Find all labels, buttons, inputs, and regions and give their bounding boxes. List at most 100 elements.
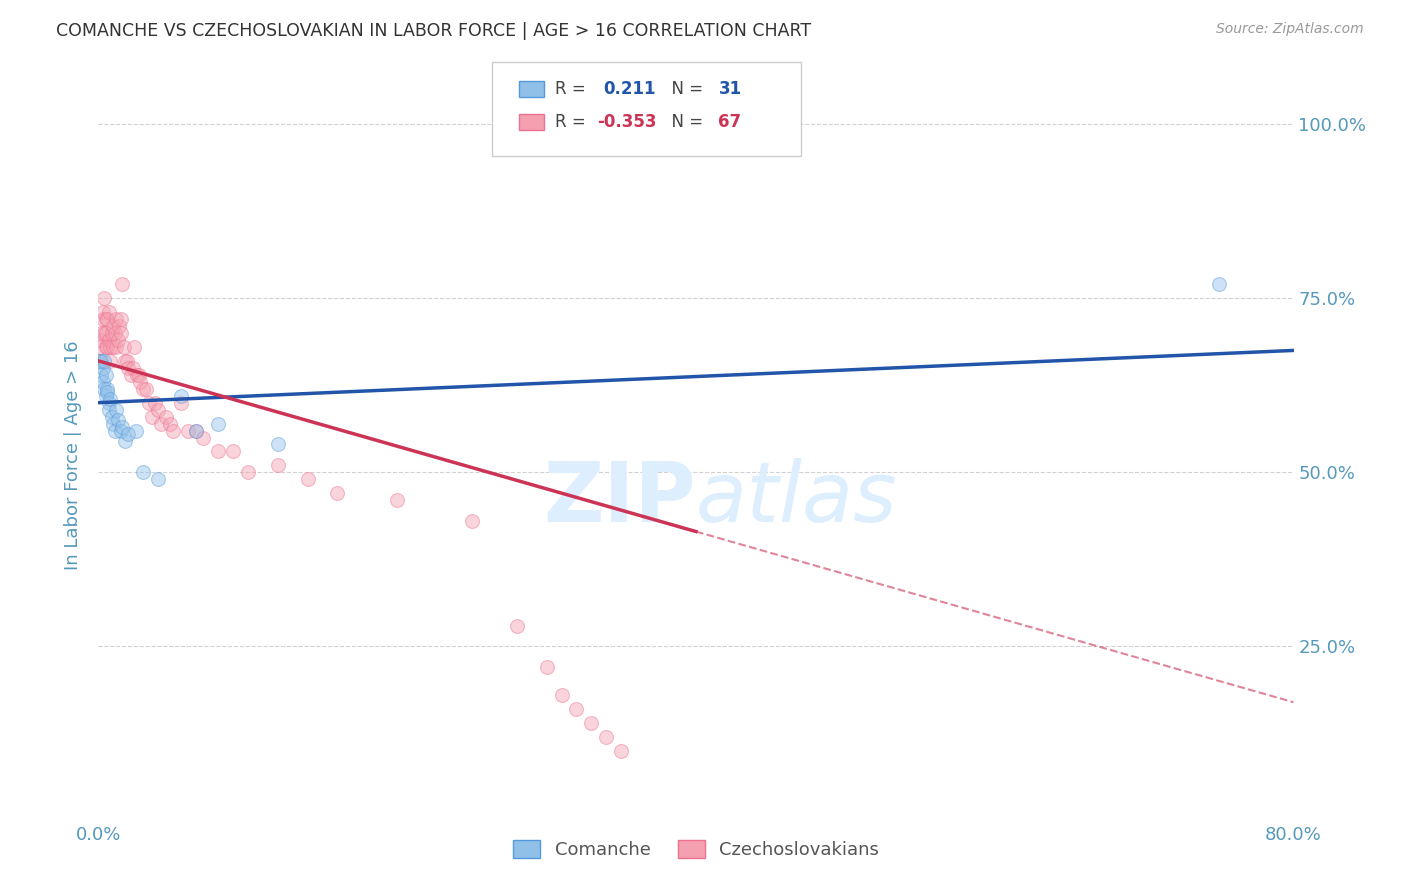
Point <box>117 360 139 375</box>
Legend: Comanche, Czechoslovakians: Comanche, Czechoslovakians <box>506 832 886 866</box>
Point <box>506 618 529 632</box>
Point <box>207 444 229 458</box>
Point <box>127 368 149 382</box>
Text: R =: R = <box>555 113 592 131</box>
Point <box>110 312 132 326</box>
Point <box>114 434 136 448</box>
Point <box>169 389 191 403</box>
Point <box>177 424 200 438</box>
Point <box>184 424 207 438</box>
Point <box>107 333 129 347</box>
Point <box>550 688 572 702</box>
Point <box>110 326 132 340</box>
Text: N =: N = <box>661 80 709 98</box>
Point <box>169 395 191 409</box>
Point <box>236 466 259 480</box>
Point <box>94 312 117 326</box>
Point <box>115 354 138 368</box>
Point <box>93 382 115 396</box>
Text: ZIP: ZIP <box>544 458 696 540</box>
Point <box>91 305 114 319</box>
Point <box>105 312 128 326</box>
Point <box>120 368 142 382</box>
Point <box>461 514 484 528</box>
Point <box>94 340 117 354</box>
Point <box>207 417 229 431</box>
Point <box>93 326 115 340</box>
Point <box>121 360 143 375</box>
Point <box>141 409 163 424</box>
Point <box>184 424 207 438</box>
Text: 67: 67 <box>718 113 741 131</box>
Point <box>104 326 127 340</box>
Point <box>385 493 409 508</box>
Text: N =: N = <box>661 113 709 131</box>
Point <box>104 424 127 438</box>
Point <box>148 472 170 486</box>
Point <box>89 354 111 368</box>
Point <box>111 277 134 292</box>
Point <box>222 444 245 458</box>
Point <box>267 437 290 451</box>
Point <box>91 375 114 389</box>
Point <box>98 340 122 354</box>
Point <box>90 368 112 382</box>
Point <box>117 427 139 442</box>
Point <box>132 466 155 480</box>
Text: 31: 31 <box>718 80 741 98</box>
Point <box>89 333 111 347</box>
Point <box>101 326 124 340</box>
Point <box>94 326 117 340</box>
Point <box>98 354 122 368</box>
Point <box>138 395 160 409</box>
Point <box>97 395 120 409</box>
Point <box>94 368 117 382</box>
Point <box>1208 277 1230 292</box>
Point <box>297 472 319 486</box>
Point <box>128 368 150 382</box>
Point <box>96 382 118 396</box>
Point <box>124 340 146 354</box>
Point <box>581 716 603 731</box>
Point <box>105 340 128 354</box>
Point <box>97 402 120 417</box>
Text: atlas: atlas <box>696 458 897 540</box>
Point <box>97 333 120 347</box>
Point <box>114 354 136 368</box>
Point <box>90 354 112 368</box>
Point <box>107 413 129 427</box>
Point <box>326 486 349 500</box>
Point <box>162 424 184 438</box>
Point <box>112 340 135 354</box>
Point <box>110 424 132 438</box>
Point <box>103 417 125 431</box>
Point <box>96 312 118 326</box>
Point <box>267 458 290 473</box>
Text: Source: ZipAtlas.com: Source: ZipAtlas.com <box>1216 22 1364 37</box>
Point <box>108 319 131 334</box>
Point <box>191 430 214 444</box>
Point <box>101 409 124 424</box>
Point <box>103 319 125 334</box>
Text: 0.211: 0.211 <box>603 80 655 98</box>
Point <box>111 420 134 434</box>
Point <box>143 395 166 409</box>
Point <box>536 660 558 674</box>
Point <box>91 312 114 326</box>
Point <box>155 409 177 424</box>
Point <box>610 744 633 758</box>
Text: R =: R = <box>555 80 592 98</box>
Point <box>129 375 152 389</box>
Point <box>90 326 112 340</box>
Point <box>96 340 118 354</box>
Point <box>159 417 181 431</box>
Point <box>148 402 170 417</box>
Point <box>94 389 117 403</box>
Point <box>98 392 122 407</box>
Point <box>93 291 115 305</box>
Point <box>132 382 155 396</box>
Point <box>125 424 148 438</box>
Point <box>565 702 588 716</box>
Point <box>105 402 128 417</box>
Text: COMANCHE VS CZECHOSLOVAKIAN IN LABOR FORCE | AGE > 16 CORRELATION CHART: COMANCHE VS CZECHOSLOVAKIAN IN LABOR FOR… <box>56 22 811 40</box>
